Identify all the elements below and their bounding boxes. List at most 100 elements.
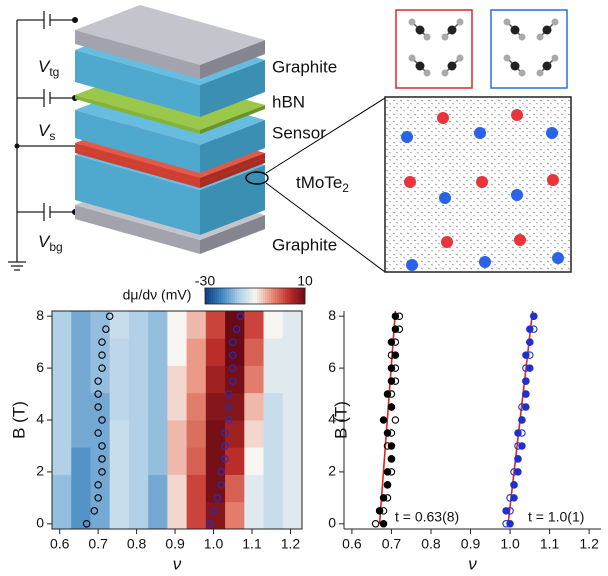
atom-grey bbox=[409, 19, 416, 26]
atom-grey bbox=[457, 55, 464, 62]
x-tick-label: 0.6 bbox=[50, 536, 70, 552]
colorbar-segment bbox=[207, 288, 209, 304]
page: {"diagram": { "voltages": [{"main": "V",… bbox=[0, 0, 608, 576]
site-blue bbox=[406, 259, 418, 271]
layer-main: tMoTe bbox=[296, 173, 342, 192]
heatmap-cell bbox=[187, 393, 207, 421]
heatmap-cell bbox=[283, 502, 303, 530]
atom-grey bbox=[442, 34, 449, 41]
zoom-line bbox=[266, 183, 385, 272]
heatmap-cell bbox=[90, 502, 110, 530]
colorbar-segment bbox=[293, 288, 295, 304]
atom-grey bbox=[424, 34, 431, 41]
heatmap-cell bbox=[110, 420, 130, 448]
colorbar-segment bbox=[265, 288, 267, 304]
site-blue bbox=[511, 189, 523, 201]
heatmap-cell bbox=[244, 393, 264, 421]
colorbar-segment bbox=[267, 288, 269, 304]
heatmap-cell bbox=[71, 311, 91, 339]
heatmap-cell bbox=[283, 366, 303, 394]
heatmap-cell bbox=[264, 447, 284, 475]
x-tick-label: 0.7 bbox=[382, 536, 402, 552]
heatmap-cell bbox=[129, 502, 149, 530]
atom-grey bbox=[504, 19, 511, 26]
heatmap-cell bbox=[110, 475, 130, 503]
site-blue bbox=[479, 256, 491, 268]
colorbar-segment bbox=[245, 288, 247, 304]
colorbar-segment bbox=[235, 288, 237, 304]
heatmap-cell bbox=[225, 311, 245, 339]
heatmap-cell bbox=[129, 447, 149, 475]
heatmap-cell bbox=[283, 475, 303, 503]
heatmap-cell bbox=[129, 338, 149, 366]
heatmap-cell bbox=[167, 366, 187, 394]
data-point bbox=[380, 521, 386, 527]
heatmap-cell bbox=[110, 393, 130, 421]
colorbar-segment bbox=[217, 288, 219, 304]
y-tick-label: 4 bbox=[36, 411, 44, 427]
atom-dark bbox=[448, 62, 457, 71]
heatmap-cell bbox=[148, 502, 168, 530]
site-blue bbox=[401, 131, 413, 143]
x-tick-label: 1.1 bbox=[242, 536, 262, 552]
y-tick-label: 6 bbox=[328, 359, 336, 375]
atom-dark bbox=[448, 26, 457, 35]
heatmap-cell bbox=[244, 338, 264, 366]
heatmap-cell bbox=[167, 311, 187, 339]
heatmap-cell bbox=[283, 311, 303, 339]
contacts bbox=[15, 17, 79, 215]
heatmap-cell bbox=[244, 447, 264, 475]
colorbar-segment bbox=[287, 288, 289, 304]
site-red bbox=[404, 176, 416, 188]
atom-grey bbox=[519, 34, 526, 41]
x-tick-label: 0.9 bbox=[461, 536, 481, 552]
y-tick-label: 0 bbox=[36, 515, 44, 531]
x-tick-label: 1.2 bbox=[579, 536, 599, 552]
layer-label: hBN bbox=[272, 92, 305, 111]
heatmap-cell bbox=[206, 338, 226, 366]
site-red bbox=[437, 112, 449, 124]
heatmap-cell bbox=[148, 475, 168, 503]
heatmap-cell bbox=[225, 502, 245, 530]
heatmap-cell bbox=[206, 366, 226, 394]
heatmap-cell bbox=[90, 475, 110, 503]
colorbar-segment bbox=[255, 288, 257, 304]
site-red bbox=[547, 174, 559, 186]
colorbar-segment bbox=[257, 288, 259, 304]
x-tick-label: 1.1 bbox=[540, 536, 560, 552]
x-tick-label: 0.8 bbox=[127, 536, 147, 552]
heatmap-cell bbox=[264, 338, 284, 366]
heatmap-cell bbox=[129, 366, 149, 394]
atom-grey bbox=[442, 70, 449, 77]
heatmap-cell bbox=[225, 475, 245, 503]
colorbar-segment bbox=[209, 288, 211, 304]
heatmap-cell bbox=[167, 338, 187, 366]
colorbar-segment bbox=[297, 288, 299, 304]
heatmap-cell bbox=[283, 393, 303, 421]
heatmap-cell bbox=[187, 311, 207, 339]
heatmap-cell bbox=[148, 366, 168, 394]
atom-grey bbox=[537, 34, 544, 41]
colorbar-segment bbox=[301, 288, 303, 304]
heatmap-cell bbox=[244, 311, 264, 339]
colorbar-segment bbox=[279, 288, 281, 304]
atom-grey bbox=[457, 19, 464, 26]
x-axis-label: ν bbox=[468, 554, 477, 573]
heatmap-cell bbox=[264, 366, 284, 394]
heatmap-cell bbox=[187, 502, 207, 530]
heatmap-cell bbox=[129, 475, 149, 503]
heatmap-cell bbox=[52, 393, 72, 421]
colorbar-segment bbox=[263, 288, 265, 304]
colorbar-segment bbox=[253, 288, 255, 304]
site-red bbox=[514, 234, 526, 246]
site-red bbox=[511, 109, 523, 121]
heatmap-cell bbox=[52, 502, 72, 530]
voltage-sub: tg bbox=[49, 65, 59, 79]
figure: Vtg Vs Vbg Graphite hBN Sensor tMoTe2 Gr… bbox=[0, 0, 608, 576]
heatmap-cell bbox=[52, 420, 72, 448]
y-tick-label: 2 bbox=[36, 463, 44, 479]
annotation: t = 0.63(8) bbox=[395, 509, 459, 525]
site-blue bbox=[474, 127, 486, 139]
atom-dark bbox=[543, 62, 552, 71]
atom-grey bbox=[424, 70, 431, 77]
